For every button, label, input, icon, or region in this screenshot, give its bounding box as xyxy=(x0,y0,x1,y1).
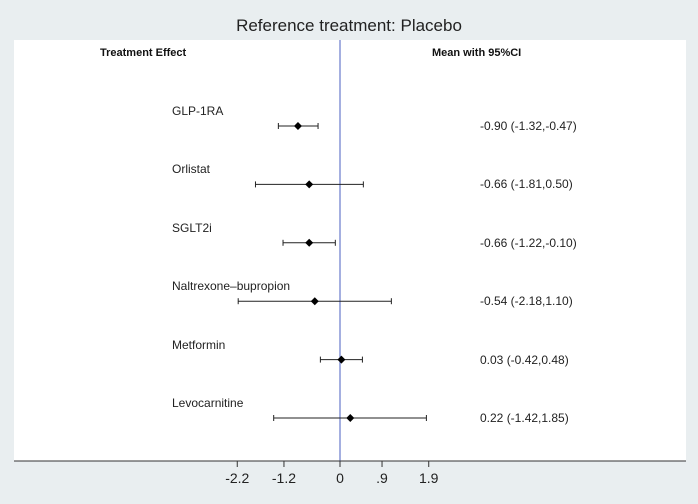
row-label: Metformin xyxy=(172,337,226,352)
right-header: Mean with 95%CI xyxy=(432,47,522,59)
x-tick-label: .9 xyxy=(376,470,388,486)
x-tick-label: 0 xyxy=(336,470,344,486)
chart-title: Reference treatment: Placebo xyxy=(236,16,462,35)
x-tick-label: 1.9 xyxy=(418,470,439,486)
row-value: -0.66 (-1.81,0.50) xyxy=(480,177,573,192)
row-value: -0.90 (-1.32,-0.47) xyxy=(480,119,577,133)
row-label: SGLT2i xyxy=(172,220,212,235)
row-label: Orlistat xyxy=(172,162,211,177)
left-header: Treatment Effect xyxy=(100,47,187,59)
x-tick-label: -2.2 xyxy=(225,470,250,486)
row-label: GLP-1RA xyxy=(172,104,224,118)
mean-marker xyxy=(293,122,302,130)
row-value: 0.03 (-0.42,0.48) xyxy=(480,352,569,367)
mean-marker xyxy=(337,355,346,364)
row-label: Levocarnitine xyxy=(172,396,244,410)
row-value: -0.54 (-2.18,1.10) xyxy=(480,294,573,309)
mean-marker xyxy=(305,238,314,247)
mean-marker xyxy=(310,297,319,306)
x-tick-label: -1.2 xyxy=(271,470,297,486)
row-label: Naltrexone–bupropion xyxy=(172,279,291,294)
mean-marker xyxy=(346,414,355,422)
mean-marker xyxy=(305,180,314,189)
row-value: -0.66 (-1.22,-0.10) xyxy=(480,235,577,250)
plot-area xyxy=(14,40,686,461)
row-value: 0.22 (-1.42,1.85) xyxy=(480,411,569,425)
